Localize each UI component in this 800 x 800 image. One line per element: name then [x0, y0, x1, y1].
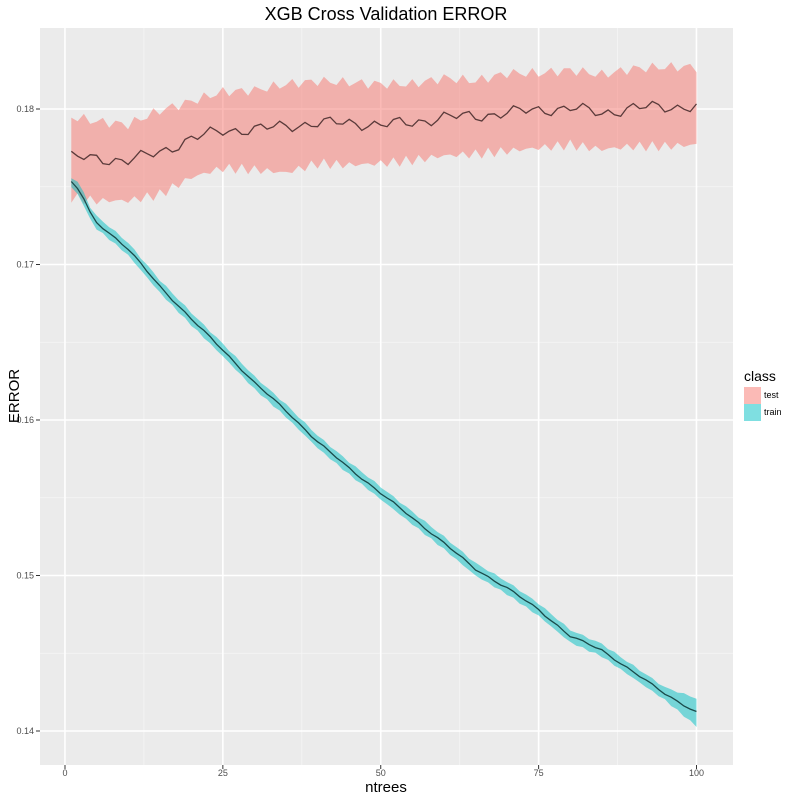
- y-tick-label: 0.14: [16, 726, 34, 736]
- x-tick-label: 50: [376, 768, 386, 778]
- x-axis: 0 25 50 75 100: [62, 765, 704, 778]
- legend-key-test: [744, 387, 761, 404]
- line-test: [70, 100, 698, 166]
- x-tick-label: 0: [62, 768, 67, 778]
- y-tick-label: 0.18: [16, 104, 34, 114]
- x-tick-label: 100: [689, 768, 704, 778]
- x-tick-label: 25: [218, 768, 228, 778]
- line-layer: [70, 100, 698, 713]
- grid-major: [40, 28, 733, 765]
- legend-title: class: [744, 368, 776, 384]
- y-tick-label: 0.16: [16, 415, 34, 425]
- line-train: [70, 181, 697, 713]
- y-tick-label: 0.17: [16, 260, 34, 270]
- legend-label-test: test: [764, 390, 779, 400]
- legend-key-train: [744, 404, 761, 421]
- legend-label-train: train: [764, 407, 782, 417]
- x-axis-title: ntrees: [365, 779, 407, 796]
- x-tick-label: 75: [534, 768, 544, 778]
- y-axis-title: ERROR: [6, 369, 23, 423]
- y-axis: 0.14 0.15 0.16 0.17 0.18: [16, 104, 40, 736]
- ribbon-test: [71, 62, 697, 205]
- legend: class test train: [744, 368, 782, 421]
- y-tick-label: 0.15: [16, 571, 34, 581]
- chart-title: XGB Cross Validation ERROR: [265, 4, 508, 24]
